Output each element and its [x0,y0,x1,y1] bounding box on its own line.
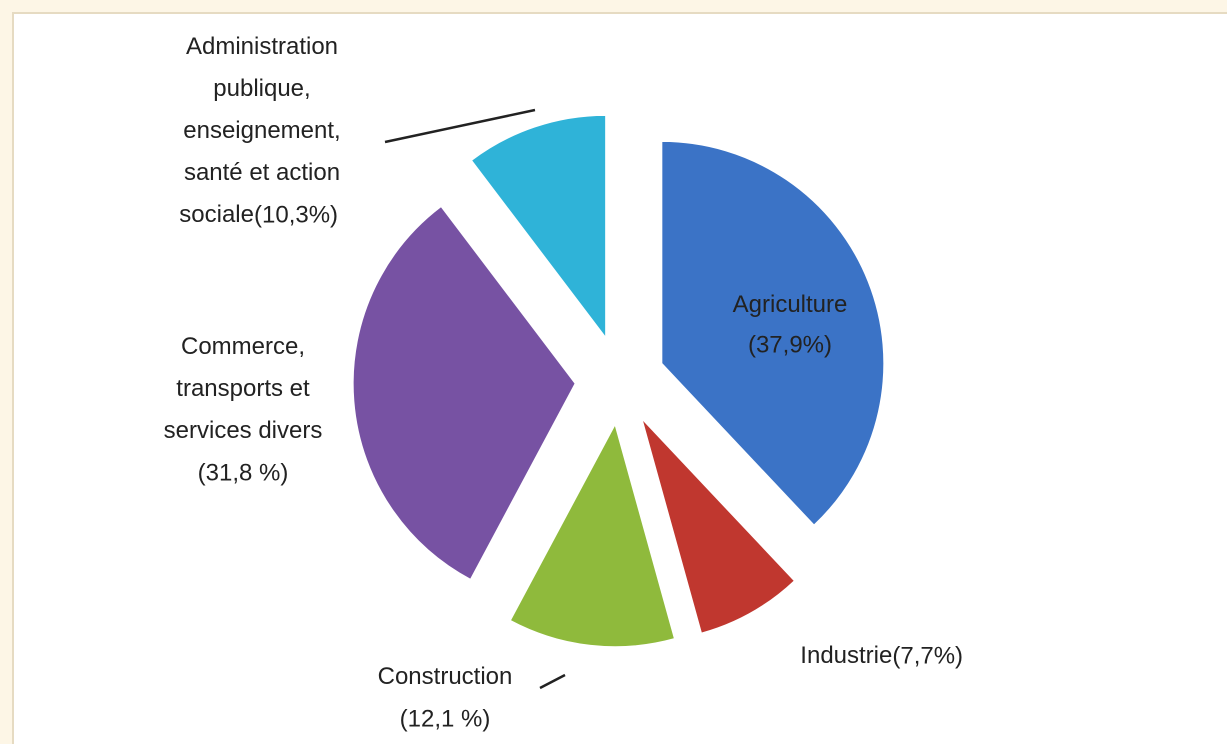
labels: Agriculture (37,9%) Industrie (7,7%) Constru… [164,33,963,732]
category-label: Construction [378,663,513,690]
pie-slice [352,205,576,580]
leader-line [539,673,566,690]
label-line: Administration [186,33,345,60]
leader-line [384,108,536,144]
label-line: publique, [213,75,317,102]
label-line: Industrie [800,642,892,669]
label-line: Agriculture [733,291,848,318]
label-line: enseignement, [183,117,347,144]
value-label: (12,1 %) [400,705,491,732]
category-label: Agriculture [733,291,848,318]
label-line: sociale [179,201,254,228]
label-line: Commerce, [181,333,312,360]
category-label: Industrie [800,642,892,669]
value-label: (37,9%) [748,331,832,358]
label-line: services divers [164,417,323,444]
pie-slice [661,140,885,526]
pie [352,114,885,648]
pie-slice [509,423,676,648]
pie-slice [470,114,607,339]
label-line: santé et action [184,159,347,186]
value-label: (7,7%) [892,642,963,669]
category-label: Commerce, transports et services divers [164,333,323,444]
label-line: transports et [176,375,316,402]
pie-slice [641,418,796,634]
value-label: (31,8 %) [198,459,289,486]
value-label: (10,3%) [254,201,338,228]
category-label: Administration publique, enseignement, s… [179,33,347,228]
label-line: Construction [378,663,513,690]
